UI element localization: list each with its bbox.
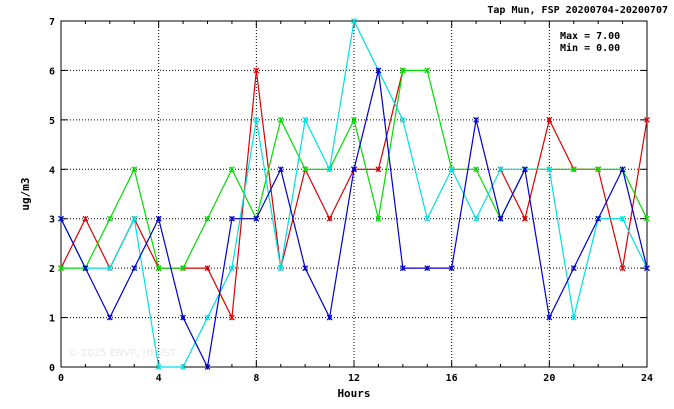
data-point xyxy=(277,116,284,123)
data-point xyxy=(570,314,577,321)
data-point xyxy=(473,215,480,222)
data-point xyxy=(375,67,382,74)
data-point xyxy=(546,166,553,173)
data-point xyxy=(399,67,406,74)
data-point xyxy=(424,215,431,222)
chart-title: Tap Mun, FSP 20200704-20200707 xyxy=(487,5,668,16)
y-tick-label: 7 xyxy=(49,17,55,28)
series-3 xyxy=(58,18,650,370)
series-line xyxy=(60,70,648,320)
data-point xyxy=(521,166,528,173)
data-point xyxy=(106,314,113,321)
data-point xyxy=(644,215,650,222)
x-tick-label: 0 xyxy=(58,373,64,384)
data-point xyxy=(106,215,113,222)
data-point xyxy=(326,314,333,321)
data-point xyxy=(619,265,626,272)
data-point xyxy=(473,116,480,123)
data-point xyxy=(253,116,260,123)
data-point xyxy=(253,67,260,74)
data-point xyxy=(619,166,626,173)
data-point xyxy=(546,116,553,123)
y-tick-label: 0 xyxy=(49,363,55,374)
data-point xyxy=(82,215,89,222)
y-axis-title: ug/m3 xyxy=(19,177,32,210)
data-point xyxy=(204,364,211,370)
data-point xyxy=(644,116,650,123)
x-tick-label: 20 xyxy=(543,373,555,384)
data-point xyxy=(399,116,406,123)
data-point xyxy=(302,265,309,272)
data-point xyxy=(497,166,504,173)
x-axis-title: Hours xyxy=(337,387,370,400)
data-point xyxy=(302,116,309,123)
data-point xyxy=(106,265,113,272)
data-point xyxy=(180,314,187,321)
data-point xyxy=(180,364,187,370)
y-tick-label: 6 xyxy=(49,66,55,77)
data-point xyxy=(546,314,553,321)
data-point xyxy=(644,265,650,272)
data-point xyxy=(228,314,235,321)
x-tick-label: 24 xyxy=(641,373,653,384)
data-point xyxy=(302,166,309,173)
series-layer xyxy=(58,18,650,370)
data-point xyxy=(204,215,211,222)
data-point xyxy=(595,215,602,222)
data-point xyxy=(228,265,235,272)
y-tick-label: 3 xyxy=(49,215,55,226)
data-point xyxy=(131,265,138,272)
data-point xyxy=(399,265,406,272)
x-tick-label: 16 xyxy=(446,373,458,384)
data-point xyxy=(155,215,162,222)
data-point xyxy=(58,265,64,272)
data-point xyxy=(351,166,357,173)
data-point xyxy=(277,265,284,272)
x-tick-label: 8 xyxy=(253,373,259,384)
data-point xyxy=(375,215,382,222)
data-point xyxy=(180,265,187,272)
data-point xyxy=(326,166,333,173)
data-point xyxy=(131,215,138,222)
data-point xyxy=(619,215,626,222)
data-point xyxy=(155,265,162,272)
data-point xyxy=(131,166,138,173)
data-point xyxy=(448,265,455,272)
data-point xyxy=(570,166,577,173)
grid-lines xyxy=(61,21,647,367)
data-point xyxy=(448,166,455,173)
min-stat: Min = 0.00 xyxy=(560,42,620,54)
data-point xyxy=(228,166,235,173)
y-tick-label: 5 xyxy=(49,116,55,127)
data-point xyxy=(58,215,64,222)
data-point xyxy=(424,265,431,272)
data-point xyxy=(351,116,357,123)
data-point xyxy=(521,215,528,222)
data-point xyxy=(204,265,211,272)
data-point xyxy=(155,364,162,370)
data-point xyxy=(595,166,602,173)
data-point xyxy=(277,166,284,173)
data-point xyxy=(82,265,89,272)
x-tick-label: 12 xyxy=(348,373,360,384)
series-4 xyxy=(58,67,650,370)
data-point xyxy=(570,265,577,272)
data-point xyxy=(228,215,235,222)
watermark-text: © 2025 ENVF, HKUST xyxy=(68,348,177,359)
max-stat: Max = 7.00 xyxy=(560,31,620,42)
y-tick-label: 4 xyxy=(49,165,55,176)
data-point xyxy=(253,215,260,222)
y-tick-label: 1 xyxy=(49,314,55,325)
data-point xyxy=(497,215,504,222)
data-point xyxy=(375,166,382,173)
data-point xyxy=(473,166,480,173)
data-point xyxy=(351,18,357,24)
y-tick-label: 2 xyxy=(49,264,55,275)
x-tick-label: 4 xyxy=(156,373,162,384)
data-point xyxy=(204,314,211,321)
data-point xyxy=(424,67,431,74)
data-point xyxy=(326,215,333,222)
